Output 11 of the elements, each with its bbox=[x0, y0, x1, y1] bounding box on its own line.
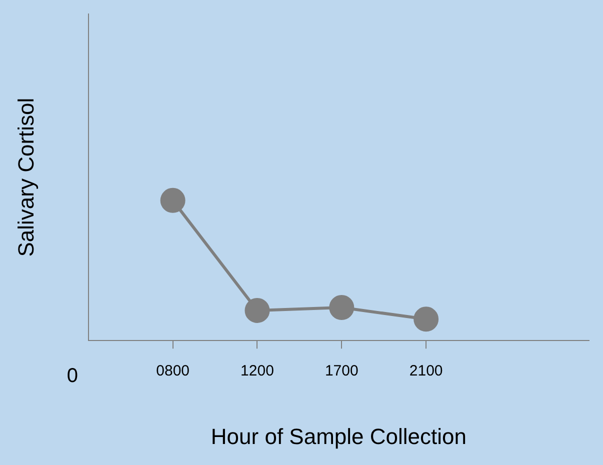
x-axis-title: Hour of Sample Collection bbox=[210, 424, 466, 449]
point bbox=[414, 306, 439, 332]
x-tick-label: 1700 bbox=[324, 362, 358, 380]
x-tick-label: 2100 bbox=[409, 362, 443, 380]
point bbox=[160, 188, 186, 213]
point bbox=[244, 298, 270, 323]
y-axis-title: Salivary Cortisol bbox=[13, 98, 38, 257]
point bbox=[329, 295, 354, 320]
x-tick-label: 0800 bbox=[156, 362, 190, 380]
text: 0 bbox=[66, 365, 78, 388]
x-tick-label: 1200 bbox=[240, 362, 274, 380]
